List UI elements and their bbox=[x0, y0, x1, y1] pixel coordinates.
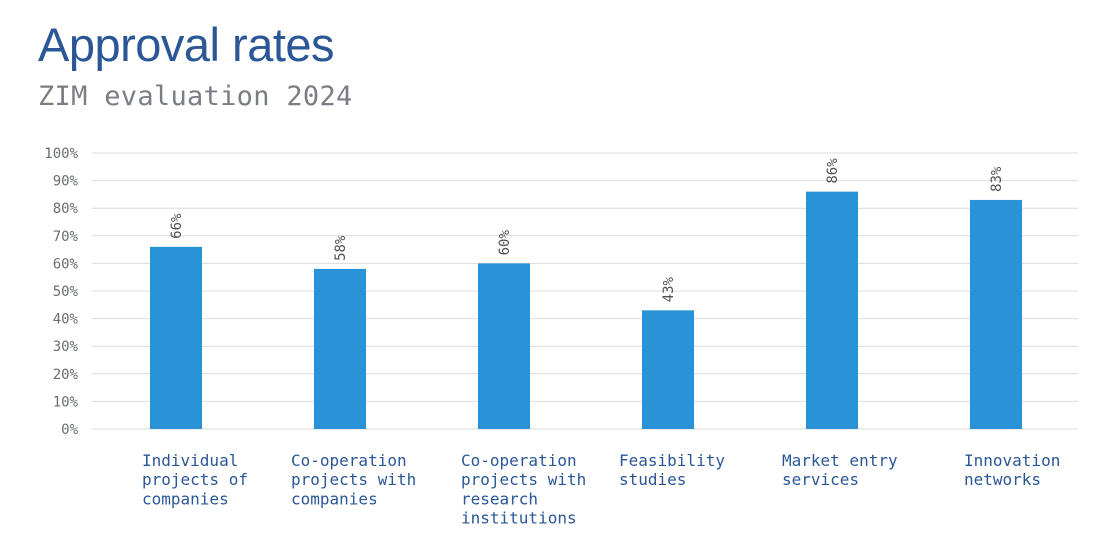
y-tick-label: 60% bbox=[53, 256, 79, 272]
bar-value-label: 83% bbox=[989, 166, 1005, 192]
bar bbox=[642, 310, 694, 429]
y-tick-label: 90% bbox=[53, 174, 79, 190]
bar bbox=[806, 191, 858, 429]
x-category-label-line: Co-operation bbox=[291, 451, 407, 470]
x-category-label-line: projects with bbox=[461, 470, 586, 489]
x-category-label: Co-operation projects with companies bbox=[291, 451, 416, 508]
x-category-label-line: projects with bbox=[291, 470, 416, 489]
y-tick-label: 80% bbox=[53, 201, 79, 217]
y-tick-label: 40% bbox=[53, 312, 79, 328]
data-labels: 66% 58% 60% 43% 86% 83% bbox=[169, 158, 1005, 303]
x-category-label-line: companies bbox=[142, 489, 229, 508]
x-category-label-line: Feasibility bbox=[619, 451, 725, 470]
x-category-label-line: networks bbox=[964, 470, 1041, 489]
x-category-label: Feasibility studies bbox=[619, 451, 725, 489]
x-category-label: Market entry services bbox=[782, 451, 898, 489]
bar bbox=[150, 246, 202, 429]
x-category-label-line: Market entry bbox=[782, 451, 898, 470]
chart-subtitle: ZIM evaluation 2024 bbox=[38, 81, 353, 112]
x-category-label-line: companies bbox=[291, 489, 378, 508]
y-tick-label: 70% bbox=[53, 229, 79, 245]
x-category-label-line: Co-operation bbox=[461, 451, 577, 470]
y-tick-label: 0% bbox=[61, 422, 78, 438]
x-category-label-line: services bbox=[782, 470, 859, 489]
gridlines bbox=[92, 152, 1078, 430]
bar-value-label: 58% bbox=[333, 235, 349, 261]
x-category-label: Individual projects of companies bbox=[142, 451, 248, 508]
bar-value-label: 60% bbox=[497, 230, 513, 256]
x-category-label-line: studies bbox=[619, 470, 686, 489]
x-axis-categories: Individual projects of companiesCo-operati… bbox=[142, 451, 1060, 528]
bar bbox=[478, 263, 530, 429]
bar-value-label: 66% bbox=[169, 213, 185, 239]
chart-title: Approval rates bbox=[38, 18, 335, 71]
bar bbox=[314, 268, 366, 429]
bars bbox=[150, 191, 1022, 429]
x-category-label-line: projects of bbox=[142, 470, 248, 489]
y-tick-label: 30% bbox=[53, 339, 79, 355]
x-category-label-line: research bbox=[461, 489, 538, 508]
x-category-label-line: Innovation bbox=[964, 451, 1060, 470]
x-category-label-line: Individual bbox=[142, 451, 238, 470]
bar-value-label: 43% bbox=[661, 276, 677, 302]
y-tick-label: 20% bbox=[53, 367, 79, 383]
y-tick-label: 100% bbox=[44, 146, 78, 162]
y-tick-label: 10% bbox=[53, 394, 79, 410]
bar-value-label: 86% bbox=[825, 158, 841, 184]
x-category-label: Innovation networks bbox=[964, 451, 1060, 489]
y-axis-ticks: 0% 10% 20% 30% 40% 50% 60% 70% 80% 90% 100% bbox=[44, 146, 78, 438]
bar bbox=[970, 199, 1022, 429]
y-tick-label: 50% bbox=[53, 284, 79, 300]
x-category-label: Co-operation projects with research institu… bbox=[461, 451, 586, 528]
x-category-label-line: institutions bbox=[461, 509, 577, 528]
